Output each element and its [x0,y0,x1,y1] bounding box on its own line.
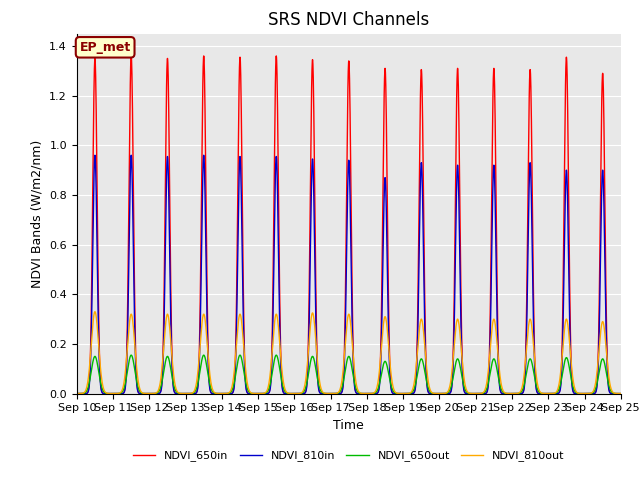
NDVI_810out [73,391,81,396]
NDVI_810in [253,391,261,396]
X-axis label: Time: Time [333,419,364,432]
NDVI_810out [593,375,600,381]
NDVI_810in [617,391,625,396]
Y-axis label: NDVI Bands (W/m2/nm): NDVI Bands (W/m2/nm) [31,140,44,288]
NDVI_810in [91,152,99,158]
NDVI_650in [253,391,261,396]
NDVI_810out [91,309,99,314]
NDVI_810out [617,391,625,396]
NDVI_650in [73,391,81,396]
Legend: NDVI_650in, NDVI_810in, NDVI_650out, NDVI_810out: NDVI_650in, NDVI_810in, NDVI_650out, NDV… [129,446,569,466]
NDVI_650out [253,391,261,396]
NDVI_650out [335,390,342,396]
NDVI_810out [253,391,261,396]
NDVI_810in [593,387,600,393]
NDVI_650out [127,352,135,358]
NDVI_810in [403,391,411,396]
NDVI_650out [182,391,189,396]
NDVI_650in [593,386,600,392]
NDVI_650out [617,391,625,396]
NDVI_650in [182,391,189,396]
NDVI_650in [403,391,411,396]
NDVI_650out [403,391,411,396]
NDVI_810in [290,391,298,396]
NDVI_650in [335,391,342,396]
Line: NDVI_810out: NDVI_810out [77,312,621,394]
Line: NDVI_650out: NDVI_650out [77,355,621,394]
NDVI_650in [127,53,135,59]
NDVI_650out [290,391,298,396]
Line: NDVI_810in: NDVI_810in [77,155,621,394]
NDVI_810out [182,391,189,396]
NDVI_810out [335,390,342,396]
NDVI_810in [73,391,81,396]
NDVI_810in [182,391,189,396]
Title: SRS NDVI Channels: SRS NDVI Channels [268,11,429,29]
Text: EP_met: EP_met [79,41,131,54]
NDVI_650out [73,391,81,396]
NDVI_810out [290,391,298,396]
NDVI_810out [403,391,411,396]
Line: NDVI_650in: NDVI_650in [77,56,621,394]
NDVI_650out [593,383,600,389]
NDVI_650in [290,391,298,396]
NDVI_650in [617,391,625,396]
NDVI_810in [335,391,342,396]
